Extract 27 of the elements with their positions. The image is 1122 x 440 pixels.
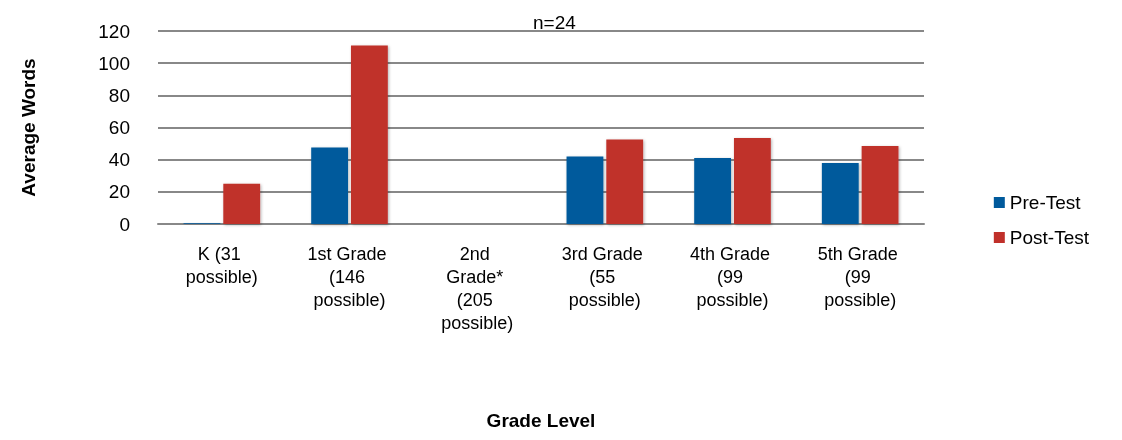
bar — [311, 147, 349, 224]
x-tick-label: 4th Grade (99 possible) — [689, 243, 776, 310]
x-tick-label: 3rd Grade (55 possible) — [561, 243, 648, 310]
bar — [566, 156, 604, 224]
y-tick-label: 80 — [108, 84, 130, 106]
bar — [733, 137, 771, 224]
y-tick-label: 60 — [108, 117, 130, 138]
legend-label: Post-Test — [1009, 227, 1090, 248]
x-tick-label: 1st Grade (146 possible) — [307, 243, 392, 310]
y-tick-label: 100 — [98, 52, 130, 74]
x-tick-label: 2nd Grade* (205 possible) — [441, 243, 514, 333]
y-axis-title: Average Words — [18, 58, 39, 197]
y-tick-label: 0 — [119, 213, 130, 235]
chart-title: n=24 — [533, 12, 577, 33]
y-tick-label: 120 — [98, 20, 130, 42]
bar — [821, 162, 859, 224]
legend-label: Pre-Test — [1009, 192, 1082, 213]
bar — [223, 183, 261, 224]
bar — [606, 139, 644, 224]
y-tick-label: 40 — [108, 149, 130, 171]
bar — [861, 146, 899, 224]
x-tick-label: K (31 possible) — [185, 243, 258, 287]
x-tick-label: 5th Grade (99 possible) — [817, 243, 903, 310]
y-tick-label: 20 — [108, 181, 130, 203]
bar — [350, 45, 388, 224]
x-axis-title: Grade Level — [486, 410, 596, 431]
bar — [694, 158, 732, 224]
